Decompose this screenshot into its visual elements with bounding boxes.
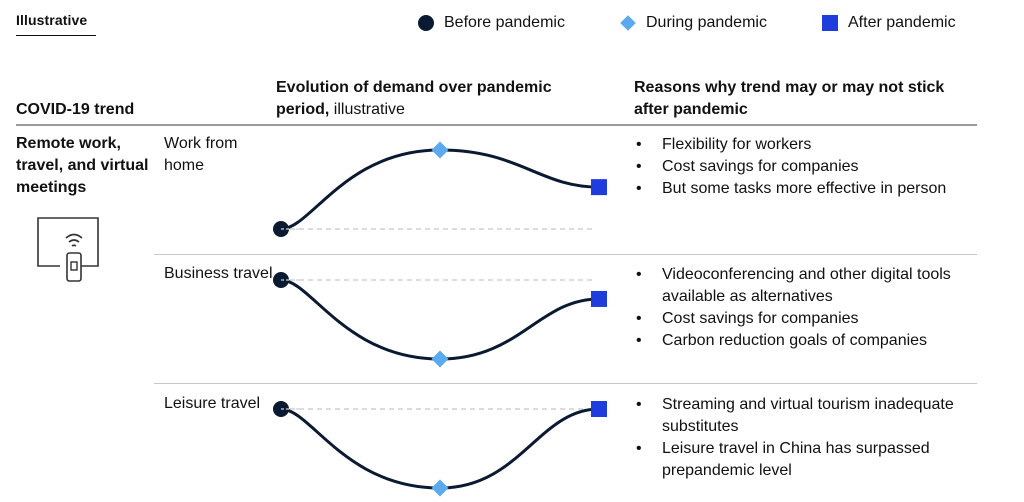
during-pandemic-diamond-icon xyxy=(620,15,636,31)
legend-during: During pandemic xyxy=(619,14,767,32)
after-pandemic-point-leisure-travel xyxy=(591,401,607,417)
header-evolution-light: illustrative xyxy=(333,101,405,118)
after-pandemic-point-work-from-home xyxy=(591,179,607,196)
header-divider xyxy=(16,124,977,126)
tag-underline xyxy=(16,35,96,36)
curve-group-work-from-home xyxy=(273,141,607,237)
row-divider-2 xyxy=(154,383,977,384)
remote-work-device-icon xyxy=(37,217,99,282)
demand-curve-work-from-home xyxy=(280,148,600,231)
reason-item: Flexibility for workers xyxy=(634,134,994,156)
row-label-work-from-home: Work from home xyxy=(164,135,238,174)
row-divider-1 xyxy=(154,254,977,255)
reasons-leisure-travel: Streaming and virtual tourism inadequate… xyxy=(634,394,994,482)
reason-item: Leisure travel in China has surpassed pr… xyxy=(634,438,994,482)
before-pandemic-circle-icon xyxy=(418,15,434,31)
trend-title: Remote work, travel, and virtual meeting… xyxy=(16,135,149,196)
after-pandemic-point-business-travel xyxy=(591,290,607,307)
header-reasons: Reasons why trend may or may not stick a… xyxy=(634,79,945,118)
legend-before: Before pandemic xyxy=(417,14,565,32)
legend-before-label: Before pandemic xyxy=(444,14,565,31)
during-pandemic-point-work-from-home xyxy=(431,141,449,159)
demand-curve-leisure-travel xyxy=(280,407,600,490)
during-pandemic-point-business-travel xyxy=(431,350,449,368)
row-label-leisure-travel: Leisure travel xyxy=(164,395,261,412)
header-evolution: Evolution of demand over pandemic period… xyxy=(276,77,576,121)
illustrative-tag: Illustrative xyxy=(16,12,88,28)
reasons-business-travel: Videoconferencing and other digital tool… xyxy=(634,264,994,352)
reason-item: Cost savings for companies xyxy=(634,308,994,330)
curve-group-leisure-travel xyxy=(273,401,607,497)
row-label-business-travel: Business travel xyxy=(164,265,273,282)
reasons-work-from-home: Flexibility for workers Cost savings for… xyxy=(634,134,994,200)
reason-item: Cost savings for companies xyxy=(634,156,994,178)
reason-item: Carbon reduction goals of companies xyxy=(634,330,994,352)
reason-item: Videoconferencing and other digital tool… xyxy=(634,264,994,308)
demand-curve-business-travel xyxy=(280,278,600,361)
legend-during-label: During pandemic xyxy=(646,14,767,31)
during-pandemic-point-leisure-travel xyxy=(431,479,449,497)
header-evolution-bold: Evolution of demand over pandemic period… xyxy=(276,79,552,118)
reason-item: But some tasks more effective in person xyxy=(634,178,994,200)
reason-item: Streaming and virtual tourism inadequate… xyxy=(634,394,994,438)
after-pandemic-square-icon xyxy=(822,15,838,31)
curve-group-business-travel xyxy=(273,272,607,368)
legend-after: After pandemic xyxy=(821,14,956,32)
header-trend: COVID-19 trend xyxy=(16,101,135,118)
legend-after-label: After pandemic xyxy=(848,14,956,31)
